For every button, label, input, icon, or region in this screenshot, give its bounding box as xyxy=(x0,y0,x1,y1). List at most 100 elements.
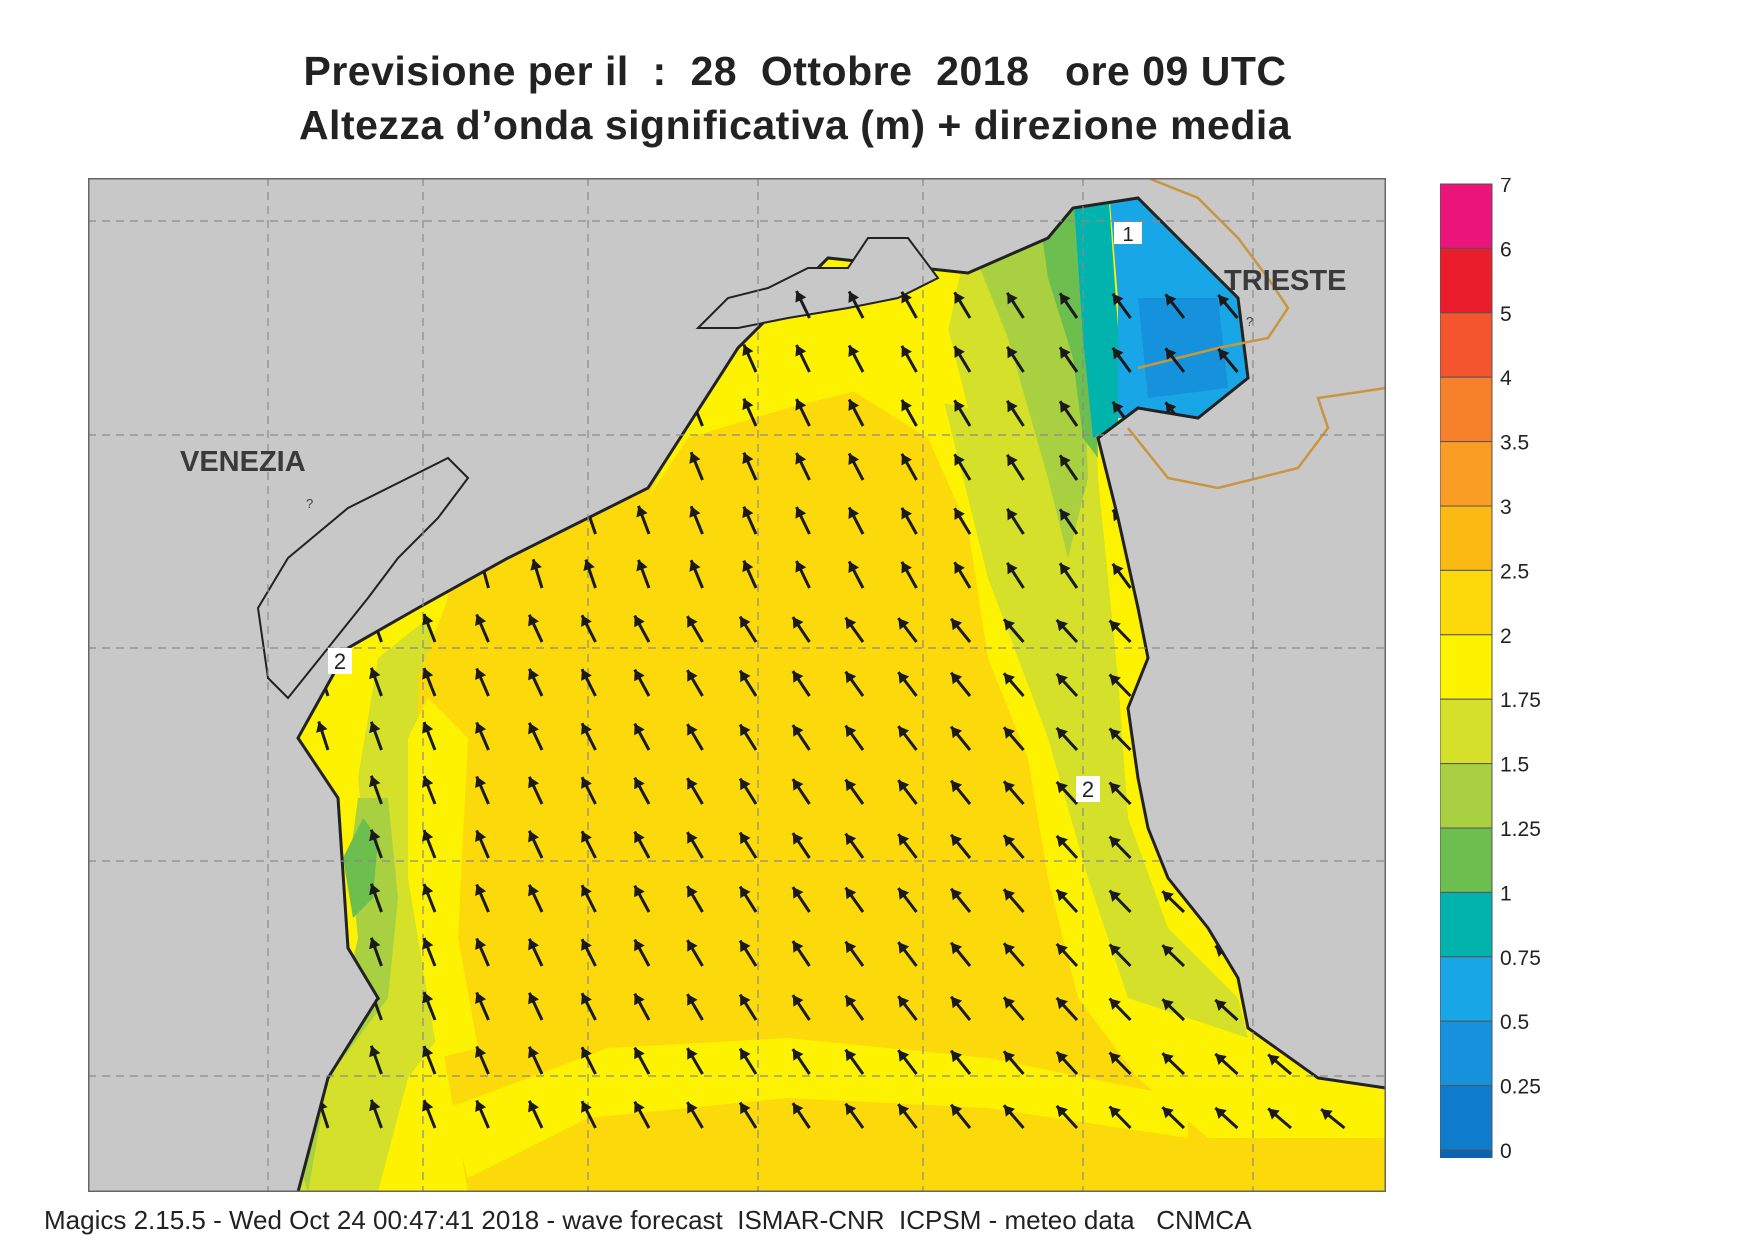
wave-direction-arrow xyxy=(583,559,597,589)
wave-direction-arrow xyxy=(791,832,811,859)
wave-direction-arrow xyxy=(689,451,704,481)
wave-direction-arrow xyxy=(1164,293,1186,319)
wave-direction-arrow xyxy=(847,344,865,373)
wave-direction-arrow xyxy=(1161,890,1186,914)
wave-direction-arrow xyxy=(1058,292,1079,319)
wave-direction-arrow xyxy=(475,937,490,967)
wave-direction-arrow xyxy=(1002,780,1025,805)
legend-label: 5 xyxy=(1500,303,1512,326)
wave-direction-arrow xyxy=(1161,1106,1186,1130)
wave-direction-arrow xyxy=(369,937,383,967)
wave-direction-arrow xyxy=(791,940,811,967)
wave-direction-arrow xyxy=(795,344,811,373)
wave-direction-arrow xyxy=(900,399,918,427)
wave-direction-arrow xyxy=(795,398,811,427)
color-scale-legend: 7 6 5 4 3.5 3 2.5 2 1.75 1.5 1.25 1 0.75 0.5 0.25 0 xyxy=(1440,178,1541,1158)
wave-direction-arrow xyxy=(795,560,811,589)
wave-direction-arrow xyxy=(847,560,865,589)
wave-direction-arrow xyxy=(847,452,865,481)
wave-direction-arrow xyxy=(1161,944,1186,968)
legend-label: 2 xyxy=(1500,625,1512,648)
contour-label-2-east: 2 xyxy=(1076,776,1100,802)
city-label-venezia: VENEZIA xyxy=(180,446,306,478)
band-east-1 xyxy=(1073,198,1118,438)
wave-direction-arrow xyxy=(1058,562,1079,589)
wave-direction-arrow xyxy=(1164,347,1186,373)
wave-direction-arrow xyxy=(316,721,330,751)
legend-label: 2.5 xyxy=(1500,560,1529,583)
wave-direction-arrow xyxy=(738,939,758,967)
wave-direction-arrow xyxy=(900,507,918,535)
wave-direction-arrow xyxy=(422,937,437,967)
wave-direction-arrow xyxy=(897,833,918,859)
wave-direction-arrow xyxy=(897,1103,918,1129)
wave-direction-arrow xyxy=(844,1102,865,1129)
wave-direction-arrow xyxy=(686,939,704,967)
svg-text:2: 2 xyxy=(1082,777,1094,802)
wave-direction-arrow xyxy=(1055,1050,1079,1076)
legend-swatch xyxy=(1440,569,1493,636)
wave-direction-arrow xyxy=(900,561,918,589)
wave-direction-arrow xyxy=(422,1045,437,1075)
legend-swatch xyxy=(1440,891,1493,958)
wave-direction-arrow xyxy=(1108,781,1132,806)
wave-direction-arrow xyxy=(686,1101,704,1129)
legend-label: 0.75 xyxy=(1500,947,1541,970)
wave-direction-arrow xyxy=(844,616,865,643)
wave-direction-arrow xyxy=(795,290,811,319)
wave-direction-arrow xyxy=(686,669,704,697)
zone-25 xyxy=(408,388,1386,1192)
wave-direction-arrow xyxy=(844,994,865,1021)
wave-direction-arrow xyxy=(580,884,597,913)
graticule xyxy=(88,178,1386,1192)
wave-direction-arrow xyxy=(1108,619,1132,644)
wave-direction-arrow xyxy=(949,941,972,967)
wave-direction-arrow xyxy=(1108,673,1132,698)
wave-direction-arrow xyxy=(949,995,972,1021)
legend-label: 0.25 xyxy=(1500,1076,1541,1099)
legend-label: 4 xyxy=(1500,367,1512,390)
wave-direction-arrow xyxy=(844,1048,865,1075)
wave-direction-arrow xyxy=(527,938,544,967)
wave-direction-arrow xyxy=(530,558,544,589)
wave-direction-arrow xyxy=(527,614,544,643)
wave-direction-arrow xyxy=(1002,996,1025,1021)
wave-direction-arrow xyxy=(689,505,704,535)
legend-label: 7 xyxy=(1500,178,1512,197)
wave-direction-arrow xyxy=(791,994,811,1021)
wave-direction-arrow xyxy=(1002,888,1025,913)
coastline xyxy=(296,196,1386,1192)
wave-direction-arrow xyxy=(738,831,758,859)
wave-direction-arrow xyxy=(742,397,758,427)
wave-direction-arrow xyxy=(1108,997,1132,1022)
wave-direction-arrow xyxy=(791,670,811,697)
contour-label-1: 1 xyxy=(1114,222,1142,246)
wave-direction-arrow xyxy=(686,723,704,751)
city-label-trieste: TRIESTE xyxy=(1224,265,1346,297)
wave-direction-arrow xyxy=(1058,454,1079,481)
wave-direction-arrow xyxy=(738,993,758,1021)
wave-direction-arrow xyxy=(844,886,865,913)
wave-direction-arrow xyxy=(844,940,865,967)
wave-direction-arrow xyxy=(475,775,490,805)
wave-direction-arrow xyxy=(1161,998,1186,1022)
wave-direction-arrow xyxy=(633,722,651,751)
wave-direction-arrow xyxy=(897,725,918,751)
wave-direction-arrow xyxy=(527,776,544,805)
wave-direction-arrow xyxy=(897,671,918,697)
wave-direction-arrow xyxy=(475,883,490,913)
legend-label: 0.5 xyxy=(1500,1011,1529,1034)
wave-direction-arrow xyxy=(897,995,918,1021)
legend-label: 1.25 xyxy=(1500,818,1541,841)
zone-2-south xyxy=(448,1038,1188,1178)
wave-direction-arrow xyxy=(580,830,597,859)
zone-2-west xyxy=(408,698,478,1058)
wave-direction-arrow xyxy=(1002,942,1025,967)
wave-direction-arrow xyxy=(949,779,972,805)
wave-direction-arrow xyxy=(738,669,758,697)
wave-direction-arrow xyxy=(897,887,918,913)
wave-direction-arrow xyxy=(738,1101,758,1129)
wave-direction-arrow xyxy=(949,617,972,643)
wave-direction-arrow xyxy=(1217,347,1239,373)
wave-direction-arrow xyxy=(1058,346,1079,373)
